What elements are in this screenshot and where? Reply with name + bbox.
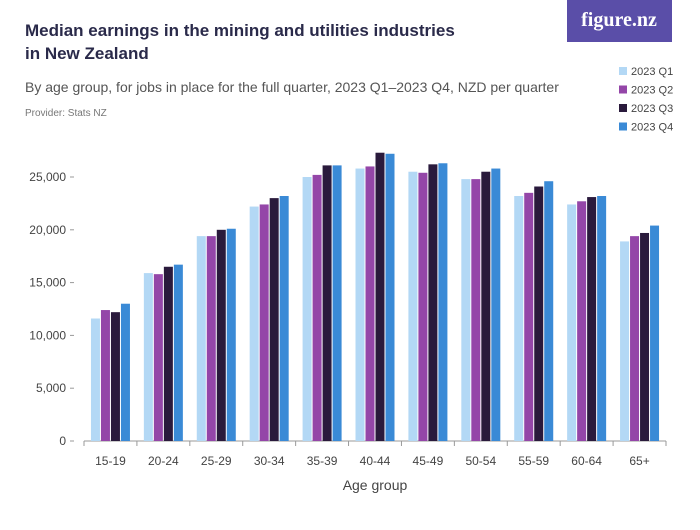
bar [650,225,660,441]
x-tick-label: 30-34 [254,454,285,468]
x-tick-label: 65+ [629,454,649,468]
bar [365,166,375,441]
legend-label: 2023 Q1 [631,66,673,78]
bar [259,204,269,441]
bar [597,196,607,441]
bar [226,228,236,441]
y-tick-label: 15,000 [29,276,66,290]
legend-swatch [619,122,627,131]
bar [587,197,597,441]
chart-title: Median earnings in the mining and utilit… [25,21,455,63]
bar [120,303,130,441]
x-tick-label: 15-19 [95,454,126,468]
bar [408,171,418,441]
bar [249,206,259,441]
y-tick-label: 5,000 [36,381,66,395]
x-axis-label: Age group [343,477,408,493]
bar [428,164,438,441]
y-tick-label: 25,000 [29,170,66,184]
legend-label: 2023 Q4 [631,122,673,134]
x-tick-label: 45-49 [413,454,444,468]
bar [630,236,640,441]
x-tick-label: 40-44 [360,454,391,468]
legend-swatch [619,85,627,94]
title-line: Median earnings in the mining and utilit… [25,21,455,40]
y-tick-label: 10,000 [29,328,66,342]
bar [302,177,312,441]
bar [524,192,534,441]
title-line: in New Zealand [25,44,149,63]
bar [312,174,322,441]
bar [375,152,385,441]
bar [143,273,153,441]
bar [269,198,279,441]
bar [322,165,332,441]
y-tick-label: 20,000 [29,223,66,237]
bar [471,179,481,441]
bar [216,229,226,441]
legend-swatch [619,67,627,75]
bar [153,274,163,441]
bar [544,181,554,441]
bar [100,310,110,441]
bar [640,232,650,441]
provider: Provider: Stats NZ [25,108,107,119]
bar [163,266,173,441]
x-tick-label: 55-59 [518,454,549,468]
bar [110,312,120,441]
bar [577,201,587,441]
bar [196,236,206,441]
bar [491,168,501,441]
bar [438,163,448,441]
bar [332,165,342,441]
bar [355,168,365,441]
chart-subtitle: By age group, for jobs in place for the … [25,79,559,95]
bar [514,196,524,441]
x-tick-label: 50-54 [465,454,496,468]
x-tick-label: 35-39 [307,454,338,468]
legend-label: 2023 Q3 [631,103,673,115]
x-tick-label: 20-24 [148,454,179,468]
bar [567,204,577,441]
bar [620,241,630,441]
x-tick-label: 60-64 [571,454,602,468]
legend-label: 2023 Q2 [631,85,673,97]
x-tick-label: 25-29 [201,454,232,468]
bar [385,153,395,441]
bar [90,318,100,441]
bar [481,171,491,441]
y-tick-label: 0 [59,434,66,448]
legend-swatch [619,104,627,112]
bar [206,236,216,441]
bar [418,172,428,441]
bar [173,264,183,441]
bar [461,179,471,441]
logo-box [567,0,672,42]
bar [279,196,289,441]
logo: figure.nz [581,9,657,31]
bar [534,186,544,441]
